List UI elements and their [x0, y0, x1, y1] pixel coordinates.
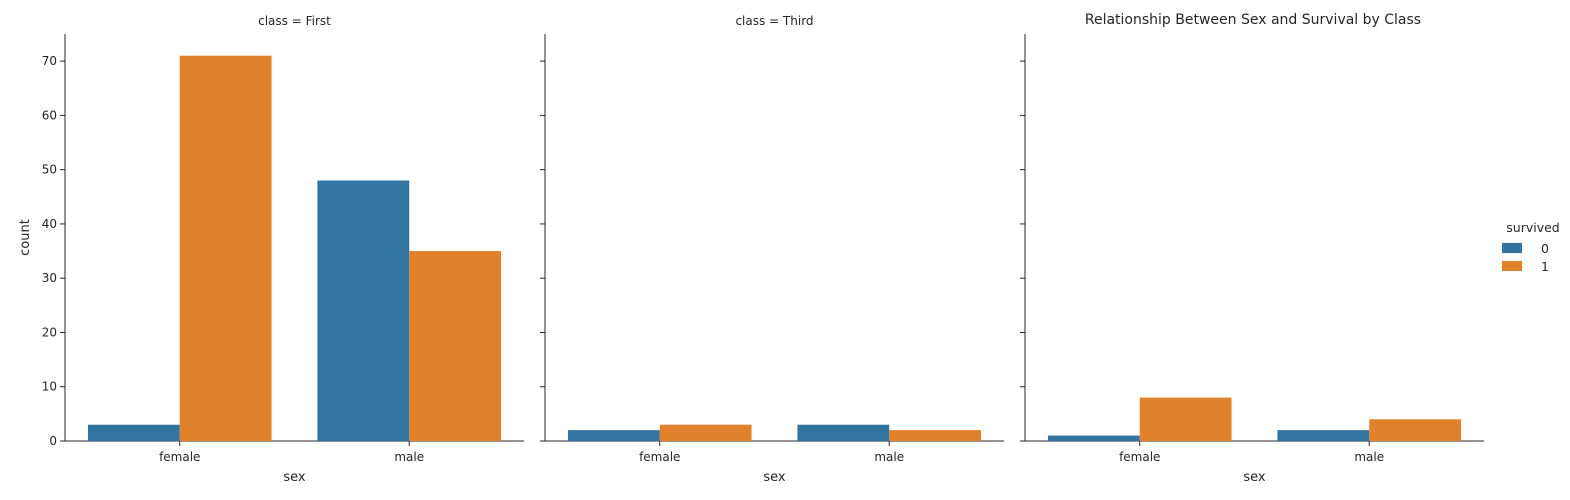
x-tick-label: male — [874, 450, 904, 464]
y-tick-label: 70 — [42, 54, 57, 68]
bar-0-female — [87, 424, 180, 441]
x-tick-label: male — [394, 450, 424, 464]
x-axis-label: sex — [283, 470, 306, 485]
bar-1-male — [409, 251, 502, 441]
bar-0-male — [317, 180, 410, 441]
x-tick-label: male — [1354, 450, 1384, 464]
bar-1-male — [1369, 419, 1462, 441]
bar-0-female — [1047, 435, 1140, 441]
legend-swatch-1 — [1502, 261, 1522, 271]
legend-label-1: 1 — [1541, 259, 1549, 274]
bar-1-female — [1139, 397, 1232, 441]
x-tick-label: female — [159, 450, 200, 464]
panel-3: female male sex — [1020, 34, 1484, 485]
x-axis-label: sex — [763, 470, 786, 485]
chart-title: Relationship Between Sex and Survival by… — [1085, 12, 1421, 28]
y-tick-label: 30 — [42, 271, 57, 285]
y-tick-label: 20 — [42, 325, 57, 339]
y-axis-label: count — [18, 219, 33, 256]
x-tick-label: female — [1119, 450, 1160, 464]
bar-0-male — [1277, 430, 1370, 441]
y-tick-label: 40 — [42, 217, 57, 231]
legend-title: survived — [1506, 220, 1559, 235]
legend-label-0: 0 — [1541, 241, 1549, 256]
panel-title: class = First — [258, 14, 331, 28]
x-tick-label: female — [639, 450, 680, 464]
legend: survived 0 1 — [1502, 220, 1560, 274]
bar-1-female — [659, 424, 752, 441]
bar-1-male — [889, 430, 982, 441]
legend-swatch-0 — [1502, 243, 1522, 253]
panel-2: class = Third female male sex — [540, 14, 1004, 485]
panel-title: class = Third — [735, 14, 813, 28]
bar-0-female — [567, 430, 660, 441]
bar-0-male — [797, 424, 890, 441]
panel-1: class = First 0 10 20 30 40 50 60 70 female male se… — [18, 14, 524, 485]
y-tick-label: 60 — [42, 108, 57, 122]
x-axis-label: sex — [1243, 470, 1266, 485]
y-tick-label: 50 — [42, 163, 57, 177]
y-tick-label: 0 — [49, 434, 57, 448]
y-tick-label: 10 — [42, 380, 57, 394]
bar-1-female — [179, 55, 272, 441]
